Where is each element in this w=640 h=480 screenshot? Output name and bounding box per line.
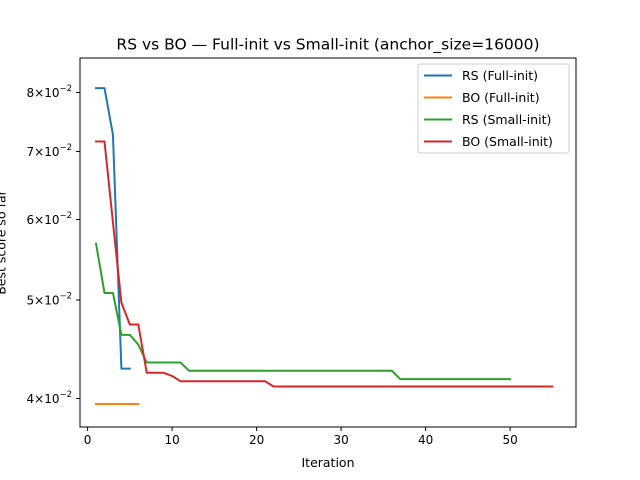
x-tick-label: 20 — [249, 433, 264, 447]
x-tick-label: 10 — [164, 433, 179, 447]
y-tick-mantissa: 4 — [26, 392, 34, 406]
y-tick-exponent: −2 — [59, 211, 72, 221]
y-tick-exponent: −2 — [59, 143, 72, 153]
x-tick-label: 50 — [502, 433, 517, 447]
y-tick-mantissa: 6 — [26, 213, 34, 227]
y-tick-label: 7×10−2 — [26, 143, 72, 159]
y-tick-times: × — [34, 392, 44, 406]
y-tick-mantissa: 8 — [26, 86, 34, 100]
x-tick-label: 40 — [418, 433, 433, 447]
series-line-3 — [94, 242, 512, 381]
y-tick-label: 6×10−2 — [26, 211, 72, 227]
y-tick-mantissa: 5 — [26, 293, 34, 307]
x-tick-label: 30 — [333, 433, 348, 447]
y-tick-label: 5×10−2 — [26, 291, 72, 307]
y-tick-base: 10 — [44, 293, 59, 307]
x-axis-label: Iteration — [301, 455, 354, 470]
y-tick-base: 10 — [44, 392, 59, 406]
axes-layer: 0 10 20 30 40 504×10−25×10−26×10−27×10−28×10−… — [26, 57, 577, 447]
y-tick-times: × — [34, 213, 44, 227]
legend-box — [417, 63, 570, 154]
y-tick-exponent: −2 — [59, 390, 72, 400]
y-tick-base: 10 — [44, 86, 59, 100]
y-tick-times: × — [34, 145, 44, 159]
y-tick-base: 10 — [44, 145, 59, 159]
y-tick-times: × — [34, 86, 44, 100]
y-tick-mantissa: 7 — [26, 145, 34, 159]
y-tick-base: 10 — [44, 213, 59, 227]
series-layer — [94, 87, 554, 406]
series-line-4 — [95, 140, 554, 388]
y-tick-label: 4×10−2 — [26, 390, 72, 406]
legend-label-4: BO (Small-init) — [462, 134, 553, 149]
series-line-1 — [95, 87, 131, 370]
y-tick-exponent: −2 — [59, 84, 72, 94]
axes-frame — [79, 57, 577, 428]
legend-label-1: RS (Full-init) — [462, 68, 538, 83]
legend-label-3: RS (Small-init) — [462, 112, 551, 127]
y-tick-exponent: −2 — [59, 291, 72, 301]
y-axis-label: Best score so far — [0, 189, 9, 294]
legend-label-2: BO (Full-init) — [462, 90, 540, 105]
y-tick-times: × — [34, 293, 44, 307]
chart-title: RS vs BO — Full-init vs Small-init (anch… — [116, 36, 539, 55]
legend: RS (Full-init) BO (Full-init) RS (Small-in… — [417, 63, 570, 154]
x-tick-label: 0 — [84, 433, 92, 447]
y-tick-label: 8×10−2 — [26, 84, 72, 100]
